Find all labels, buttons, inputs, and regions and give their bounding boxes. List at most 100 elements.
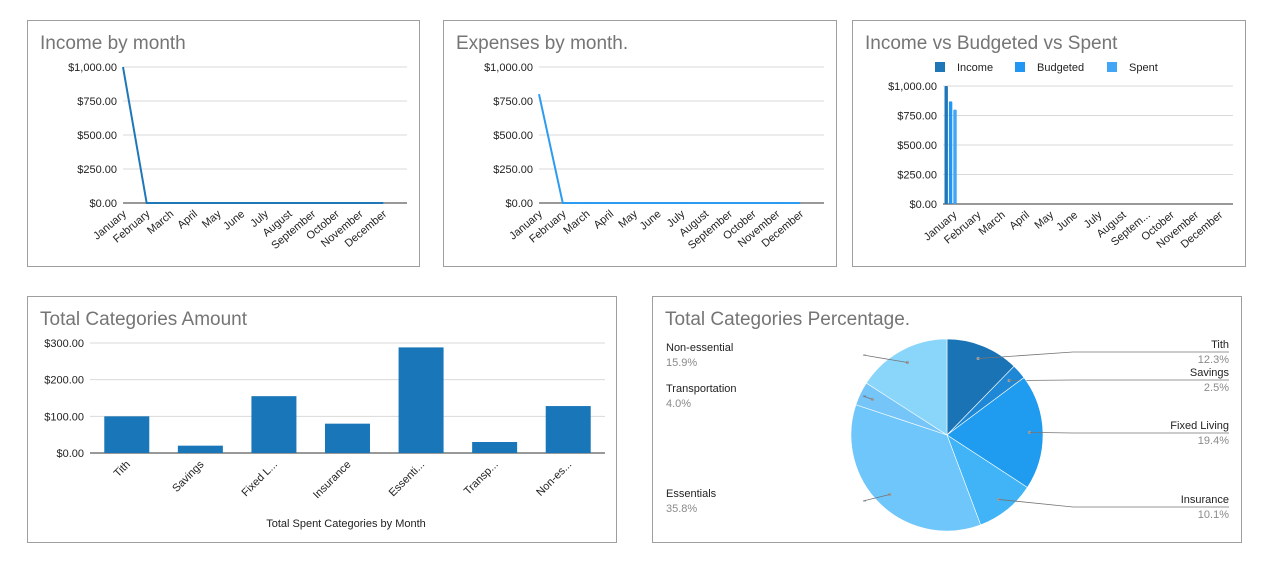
y-tick-label: $1,000.00 [888,81,937,93]
leader-line [1009,379,1229,381]
y-tick-label: $0.00 [505,198,533,210]
categories-bar-plot: $0.00 $100.00 $200.00 $300.00 Tith Savings Fix… [44,338,605,530]
slice-percentage: 12.3% [1198,354,1229,366]
chart-title: Total Categories Amount [40,309,248,330]
y-tick-label: $500.00 [897,140,937,152]
y-tick-label: $1,000.00 [68,62,117,74]
slice-percentage: 4.0% [666,398,691,410]
slice-label: Savings [1190,367,1230,379]
total-categories-amount-chart: Total Categories Amount $0.00 $100.00 $200… [27,296,617,543]
categories-pie-plot: Tith 12.3%Savings 2.5% Fixed Living 19.4% Ins… [666,338,1230,532]
y-tick-label: $750.00 [897,111,937,123]
slice-label: Tith [1211,339,1229,351]
expenses-line-plot: $0.00$250.00$500.00$750.00$1,000.00Janua… [484,62,824,252]
chart-title: Expenses by month. [456,33,629,54]
leader-dot [1027,430,1032,435]
legend-label: Income [957,62,993,74]
expenses-by-month-chart: Expenses by month. $0.00 $250.00 $500.00 $7… [443,20,837,267]
leader-line [1029,432,1229,434]
bar [472,442,518,453]
pie-slice [946,377,1044,488]
legend-label: Budgeted [1037,62,1084,74]
y-tick-label: $1,000.00 [484,62,533,74]
bar [177,445,223,453]
income-budgeted-spent-bar-plot: $0.00$250.00$500.00$750.00$1,000.00Janua… [888,62,1233,251]
leader-line [978,351,1229,359]
leader-line [862,494,890,502]
x-tick-label: Essenti... [387,459,427,499]
chart-title: Total Categories Percentage. [665,309,911,330]
slice-percentage: 35.8% [666,503,697,515]
y-tick-label: $200.00 [44,375,84,387]
legend-swatch [1107,62,1117,72]
bar [953,109,957,204]
x-tick-label: Fixed L... [240,459,280,499]
bar [398,347,444,453]
x-tick-label: March [561,208,592,237]
x-tick-label: May [1032,209,1056,232]
leader-line [862,354,908,363]
x-tick-label: June [1054,209,1080,234]
pie-slice [865,338,948,436]
income-by-month-chart: Income by month $0.00 $250.00 $500.00 $750.… [27,20,420,267]
leader-line [862,395,873,400]
pie-slice [946,338,1015,436]
income-budgeted-spent-chart: Income vs Budgeted vs Spent $0.00 $250.00… [852,20,1246,267]
slice-label: Essentials [666,488,717,500]
slice-percentage: 19.4% [1198,435,1229,447]
slice-percentage: 15.9% [666,357,697,369]
x-tick-label: April [592,208,617,231]
x-tick-label: June [638,208,664,233]
slice-percentage: 10.1% [1198,509,1229,521]
slice-label: Fixed Living [1170,420,1229,432]
y-tick-label: $250.00 [897,170,937,182]
pie-slice [850,404,982,532]
slice-label: Non-essential [666,342,733,354]
chart-title: Income by month [40,33,186,54]
x-tick-label: March [145,208,176,237]
x-tick-label: April [175,208,200,231]
income-line-plot: $0.00$250.00$500.00$750.00$1,000.00Janua… [68,62,407,252]
x-tick-label: Insurance [311,459,354,502]
slice-label: Transportation [666,383,737,395]
x-tick-label: Non-es... [534,459,574,499]
leader-dot [1007,378,1011,383]
x-tick-label: June [221,208,247,233]
x-tick-label: Tith [112,459,133,480]
x-tick-label: Savings [170,458,207,495]
legend-label: Spent [1129,62,1158,74]
y-tick-label: $250.00 [493,164,533,176]
legend-swatch [935,62,945,72]
series-line [538,93,801,204]
y-tick-label: $0.00 [56,448,84,460]
y-tick-label: $100.00 [44,411,84,423]
y-tick-label: $750.00 [493,96,533,108]
bar [251,396,297,453]
leader-dot [997,497,1001,502]
y-tick-label: $750.00 [77,96,117,108]
x-tick-label: Transp... [462,459,501,498]
y-tick-label: $300.00 [44,338,84,350]
legend-swatch [1015,62,1025,72]
chart-title: Income vs Budgeted vs Spent [865,33,1118,54]
slice-percentage: 2.5% [1204,382,1229,394]
y-tick-label: $0.00 [909,199,937,211]
bar [948,101,953,204]
slice-label: Insurance [1181,494,1229,506]
y-tick-label: $0.00 [89,198,117,210]
bar [545,406,591,453]
bar [104,416,150,453]
x-axis-title: Total Spent Categories by Month [266,518,426,530]
y-tick-label: $500.00 [77,130,117,142]
y-tick-label: $500.00 [493,130,533,142]
x-tick-label: May [616,208,640,231]
leader-line [998,499,1229,508]
bar [325,423,370,453]
bar [944,86,948,204]
x-tick-label: March [977,209,1008,238]
total-categories-percentage-chart: Total Categories Percentage. Tith 12.3% Sa… [652,296,1242,543]
series-line [122,66,384,204]
y-tick-label: $250.00 [77,164,117,176]
x-tick-label: May [200,208,224,231]
x-tick-label: April [1007,209,1032,232]
